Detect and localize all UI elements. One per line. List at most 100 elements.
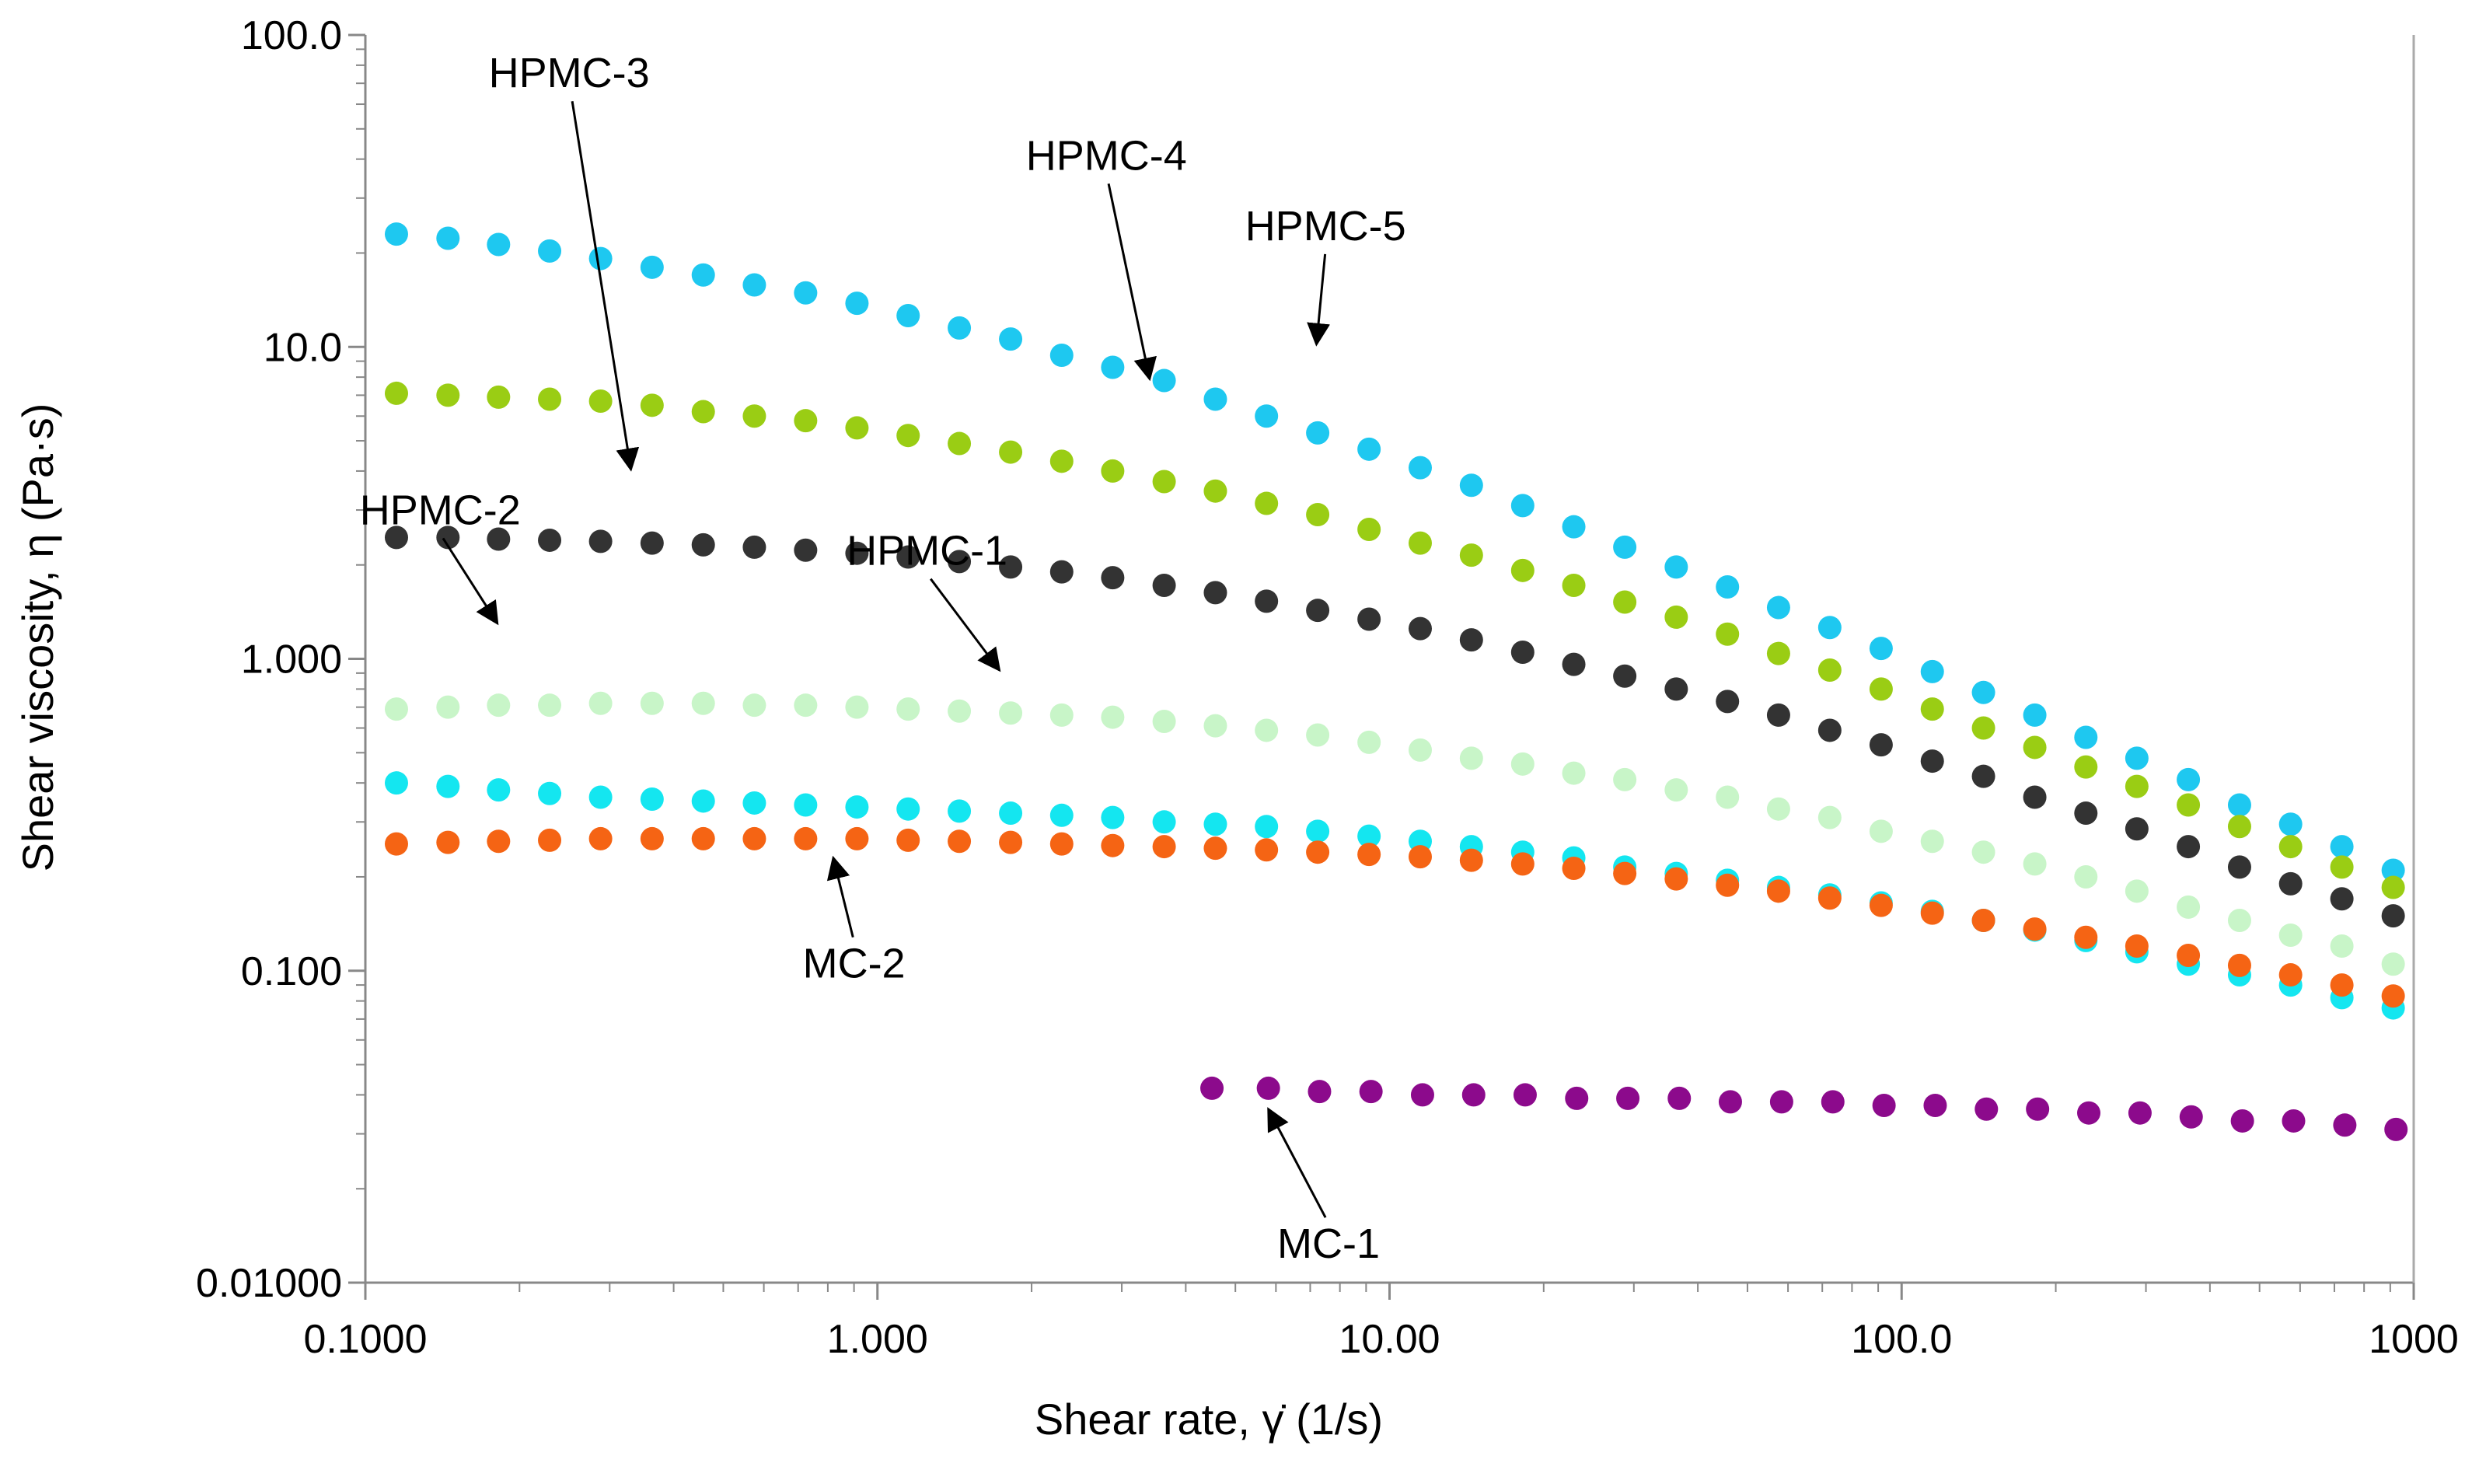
data-point-hpmc-3 <box>1101 566 1125 590</box>
data-point-hpmc-1 <box>1101 805 1125 829</box>
data-point-mc-1 <box>1256 1076 1280 1100</box>
data-point-hpmc-5 <box>1869 637 1893 661</box>
data-point-hpmc-2 <box>384 697 408 721</box>
data-point-hpmc-1 <box>1357 824 1381 848</box>
annotation-label-mc-1: MC-1 <box>1277 1220 1380 1267</box>
data-point-hpmc-5 <box>1971 680 1995 704</box>
data-point-mc-1 <box>2230 1109 2254 1133</box>
data-point-hpmc-2 <box>2023 852 2047 876</box>
data-point-hpmc-4 <box>2381 875 2405 899</box>
data-point-mc-2 <box>742 826 766 850</box>
series-hpmc-2 <box>384 691 2405 976</box>
data-point-hpmc-4 <box>1408 531 1432 555</box>
data-point-hpmc-2 <box>1101 705 1125 729</box>
data-point-hpmc-5 <box>999 327 1023 351</box>
series-hpmc-3 <box>384 526 2405 928</box>
data-point-hpmc-3 <box>2227 855 2251 879</box>
data-point-hpmc-1 <box>640 787 664 811</box>
data-point-mc-1 <box>2179 1105 2203 1129</box>
y-tick-label: 0.100 <box>241 949 342 994</box>
data-point-hpmc-5 <box>2227 793 2251 817</box>
data-point-hpmc-3 <box>1817 718 1842 742</box>
data-point-hpmc-4 <box>2125 774 2149 798</box>
data-point-hpmc-3 <box>1664 677 1688 701</box>
data-point-hpmc-2 <box>1306 723 1330 747</box>
data-point-hpmc-4 <box>1510 558 1535 582</box>
data-point-hpmc-3 <box>896 545 920 569</box>
data-point-hpmc-3 <box>1920 749 1944 773</box>
data-point-hpmc-3 <box>1613 664 1637 688</box>
data-point-hpmc-2 <box>742 693 766 718</box>
data-point-mc-1 <box>2282 1109 2306 1133</box>
data-point-hpmc-3 <box>384 526 408 550</box>
data-point-mc-2 <box>1971 909 1995 933</box>
data-point-hpmc-5 <box>896 303 920 327</box>
data-point-hpmc-3 <box>2074 801 2098 826</box>
data-point-hpmc-3 <box>487 527 511 551</box>
data-point-hpmc-1 <box>436 774 460 798</box>
data-point-mc-1 <box>1667 1086 1692 1110</box>
data-point-mc-1 <box>2026 1097 2050 1121</box>
data-point-hpmc-4 <box>1869 677 1893 701</box>
annotation-label-hpmc-1: HPMC-1 <box>847 528 1007 574</box>
data-point-hpmc-4 <box>1152 470 1176 494</box>
data-point-hpmc-1 <box>794 793 818 817</box>
x-axis-title: Shear rate, γ̇ (1/s) <box>1035 1395 1383 1444</box>
data-point-mc-2 <box>2381 984 2405 1008</box>
data-point-hpmc-1 <box>742 791 766 815</box>
data-point-mc-2 <box>1920 901 1944 925</box>
data-point-hpmc-3 <box>1562 652 1586 676</box>
data-point-mc-2 <box>1716 873 1740 897</box>
annotations: HPMC-5 HPMC-4 HPMC-3 HPMC-2 HPMC-1 MC-2 MC-1 <box>360 50 1406 1267</box>
data-point-hpmc-1 <box>1152 810 1176 834</box>
data-point-hpmc-5 <box>1664 555 1688 579</box>
data-point-mc-1 <box>1461 1083 1486 1107</box>
data-point-hpmc-1 <box>487 778 511 802</box>
data-point-mc-1 <box>1872 1094 1896 1118</box>
annotation-arrow-hpmc-5 <box>1307 253 1331 347</box>
data-point-hpmc-2 <box>487 693 511 718</box>
data-point-hpmc-3 <box>1203 581 1227 605</box>
data-point-hpmc-2 <box>1357 730 1381 754</box>
data-point-hpmc-3 <box>588 529 613 553</box>
annotation-arrow-mc-2 <box>826 855 854 938</box>
data-point-hpmc-4 <box>2278 835 2303 859</box>
data-point-hpmc-1 <box>538 781 562 805</box>
data-point-hpmc-2 <box>1971 840 1995 864</box>
annotation-arrow-hpmc-3 <box>571 100 640 472</box>
data-point-mc-2 <box>999 830 1023 854</box>
data-point-hpmc-2 <box>2227 909 2251 933</box>
data-point-hpmc-5 <box>845 292 869 316</box>
y-tick-label: 10.0 <box>264 325 342 370</box>
data-point-mc-1 <box>1410 1083 1434 1107</box>
data-point-mc-1 <box>2128 1101 2152 1125</box>
data-point-hpmc-2 <box>1716 785 1740 809</box>
data-point-hpmc-5 <box>1306 421 1330 445</box>
data-point-hpmc-4 <box>588 389 613 414</box>
data-point-hpmc-3 <box>2278 871 2303 896</box>
data-point-mc-2 <box>2023 917 2047 941</box>
data-point-mc-2 <box>1613 861 1637 885</box>
data-point-mc-2 <box>2074 925 2098 949</box>
data-point-hpmc-1 <box>896 797 920 821</box>
data-point-hpmc-4 <box>436 383 460 407</box>
data-point-mc-2 <box>1664 867 1688 891</box>
data-point-hpmc-3 <box>2125 817 2149 841</box>
x-tick-label: 0.1000 <box>303 1317 427 1362</box>
data-point-hpmc-2 <box>999 701 1023 725</box>
data-point-hpmc-2 <box>1408 738 1432 762</box>
data-point-mc-2 <box>896 828 920 852</box>
data-point-hpmc-2 <box>845 695 869 719</box>
data-point-hpmc-3 <box>538 528 562 552</box>
data-point-hpmc-4 <box>948 431 972 456</box>
data-point-hpmc-3 <box>1766 703 1790 727</box>
data-point-hpmc-2 <box>1766 797 1790 821</box>
data-point-mc-2 <box>948 829 972 854</box>
data-point-hpmc-3 <box>1357 607 1381 631</box>
data-point-hpmc-5 <box>1203 387 1227 411</box>
data-point-mc-1 <box>1308 1080 1332 1104</box>
data-point-hpmc-5 <box>487 232 511 257</box>
data-point-hpmc-2 <box>1920 829 1944 854</box>
data-point-hpmc-5 <box>2330 835 2354 859</box>
data-point-hpmc-2 <box>1869 819 1893 843</box>
